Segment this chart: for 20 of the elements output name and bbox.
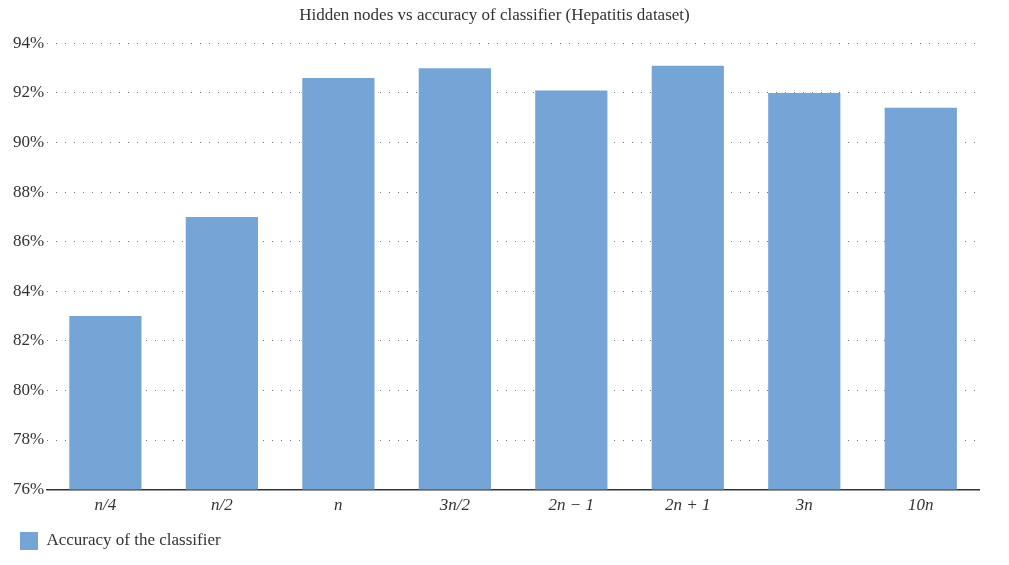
x-tick-label: n/2 xyxy=(211,495,234,515)
y-tick-label: 80% xyxy=(12,379,45,399)
x-tick-label: n/4 xyxy=(94,495,117,515)
x-tick-label: 3n/2 xyxy=(438,495,471,515)
y-tick-label: 82% xyxy=(12,330,45,350)
y-tick-label: 78% xyxy=(12,429,45,449)
y-tick-label: 92% xyxy=(12,82,45,102)
y-tick-label: 86% xyxy=(12,231,45,251)
x-tick-label: n xyxy=(334,495,343,515)
y-tick-label: 90% xyxy=(12,132,45,152)
chart-title: Hidden nodes vs accuracy of classifier (Hepatitis dataset) xyxy=(299,4,690,24)
x-tick-label: 2n + 1 xyxy=(665,495,711,515)
y-tick-label: 84% xyxy=(12,280,45,300)
y-tick-label: 76% xyxy=(12,479,45,499)
legend-label: Accuracy of the classifier xyxy=(46,530,221,550)
x-tick-label: 2n − 1 xyxy=(548,495,595,515)
x-tick-label: 3n xyxy=(794,495,813,515)
y-tick-label: 94% xyxy=(12,32,45,52)
y-tick-label: 88% xyxy=(12,181,45,201)
x-tick-label: 10n xyxy=(908,495,934,515)
